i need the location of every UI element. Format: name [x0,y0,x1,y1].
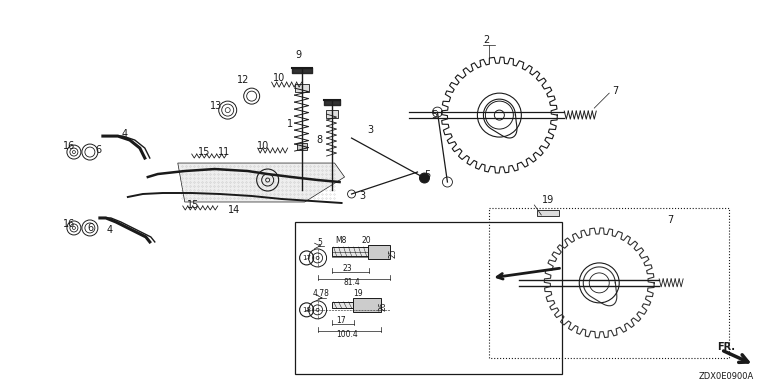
Text: 7: 7 [612,86,618,96]
Text: 18: 18 [302,307,311,313]
Text: 4.78: 4.78 [312,290,329,298]
Text: 15: 15 [187,200,199,210]
Bar [332,247,369,256]
Text: 1: 1 [286,119,293,129]
Text: 10: 10 [273,73,285,83]
Text: 4: 4 [122,129,128,139]
Text: 19: 19 [353,290,363,298]
Text: 15: 15 [197,147,210,157]
Text: FR.: FR. [717,342,735,352]
Circle shape [419,173,429,183]
Text: 23: 23 [343,265,353,273]
Text: 5: 5 [425,170,431,180]
Bar [295,222,562,374]
Bar [326,110,338,118]
Text: 2: 2 [483,35,489,45]
Text: 19: 19 [542,195,554,205]
Bar [332,302,353,308]
Text: 11: 11 [217,147,230,157]
Text: 5: 5 [432,110,438,120]
Text: 17: 17 [302,255,311,261]
Text: 9: 9 [296,50,302,60]
Text: 17: 17 [336,316,346,325]
Bar [368,245,389,259]
Bar [332,252,369,257]
Text: 8: 8 [316,135,323,145]
Text: 10: 10 [257,141,269,151]
Text: 20: 20 [362,237,371,245]
Text: 3: 3 [368,125,374,135]
Text: 16: 16 [63,219,75,229]
Text: 7: 7 [667,215,674,225]
Text: ZDX0E0900A: ZDX0E0900A [699,372,754,381]
Text: 3: 3 [359,191,366,201]
Text: 81.4: 81.4 [343,278,360,287]
Text: 13: 13 [210,101,222,111]
Text: 25: 25 [388,248,397,258]
Polygon shape [177,163,345,202]
Text: M8: M8 [336,237,347,245]
Text: 14: 14 [228,205,240,215]
Text: 26: 26 [378,301,387,311]
Text: 4: 4 [107,225,113,235]
Text: 16: 16 [63,141,75,151]
Text: 6: 6 [87,223,93,233]
Bar [353,298,380,312]
Bar [538,210,559,216]
Text: 12: 12 [237,75,249,85]
Text: 100.4: 100.4 [336,330,359,339]
Text: 5: 5 [317,238,322,247]
Text: 6: 6 [95,145,101,155]
Bar [295,84,309,92]
Bar [489,208,729,358]
Bar [296,143,306,150]
